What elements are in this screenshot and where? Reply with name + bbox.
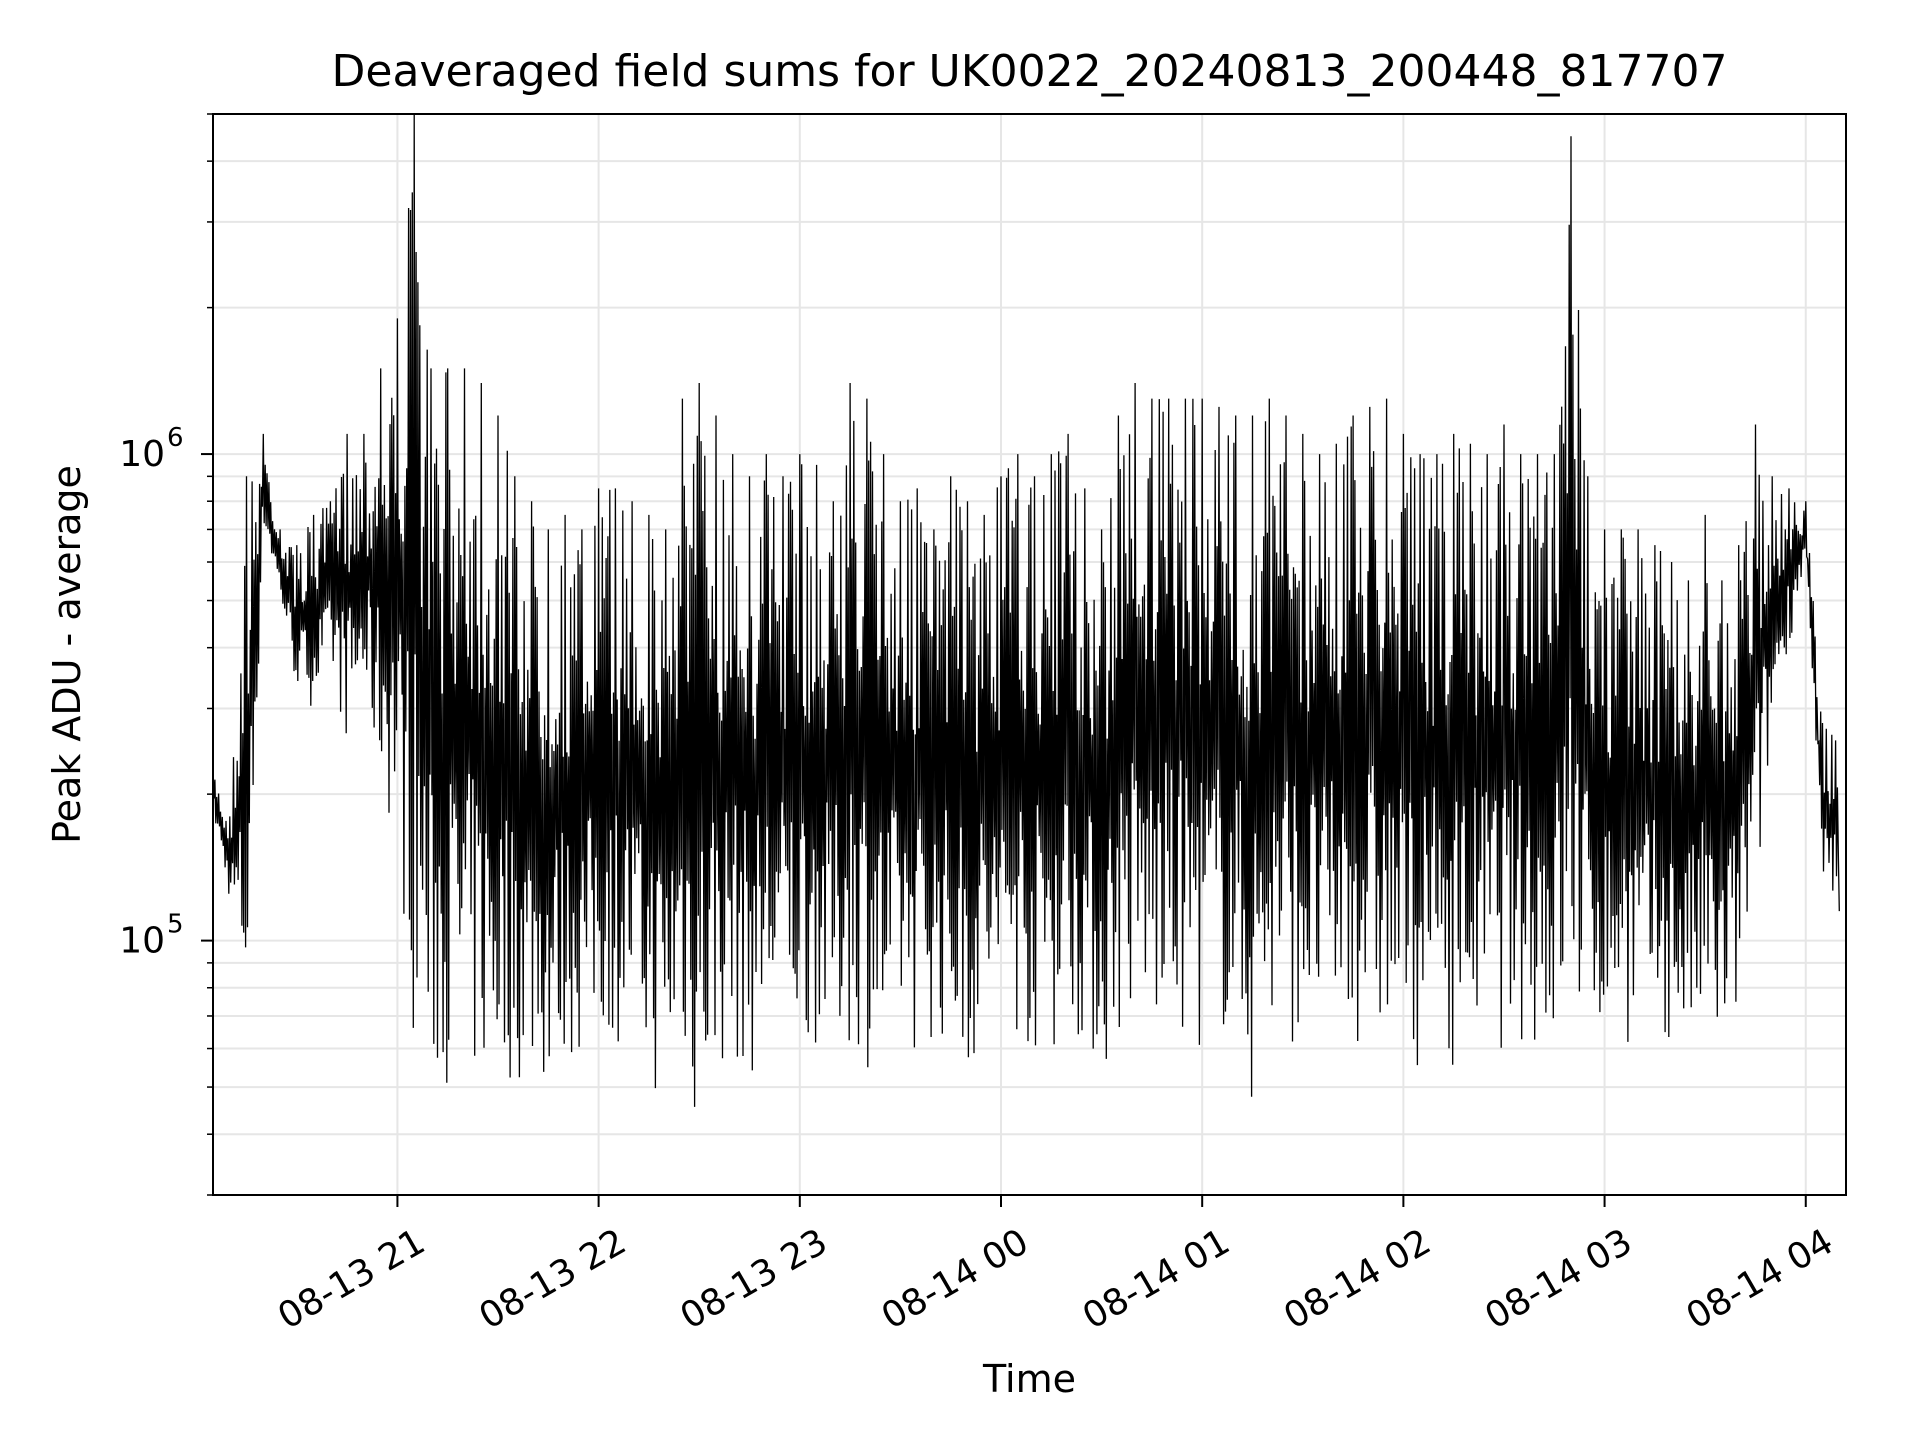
y-tick-label: 10 xyxy=(119,434,165,475)
x-axis-title: Time xyxy=(982,1357,1076,1401)
y-tick-exponent: 5 xyxy=(167,910,184,940)
plot-frame xyxy=(212,113,1847,1196)
chart-title: Deaveraged field sums for UK0022_2024081… xyxy=(332,46,1728,97)
y-tick-exponent: 6 xyxy=(167,423,184,453)
x-tick-label: 08-14 01 xyxy=(1076,1221,1237,1337)
x-tick-label: 08-13 21 xyxy=(271,1221,432,1337)
y-tick-label: 10 xyxy=(119,921,165,962)
x-tick-label: 08-13 23 xyxy=(674,1221,835,1337)
data-series xyxy=(212,113,1840,1107)
x-tick-label: 08-14 04 xyxy=(1680,1221,1841,1337)
x-tick-label: 08-14 00 xyxy=(875,1221,1036,1337)
y-axis-title: Peak ADU - average xyxy=(45,465,89,844)
x-tick-label: 08-14 03 xyxy=(1478,1221,1639,1337)
x-tick-label: 08-14 02 xyxy=(1277,1221,1438,1337)
x-tick-label: 08-13 22 xyxy=(472,1221,633,1337)
series-line xyxy=(212,113,1840,1107)
